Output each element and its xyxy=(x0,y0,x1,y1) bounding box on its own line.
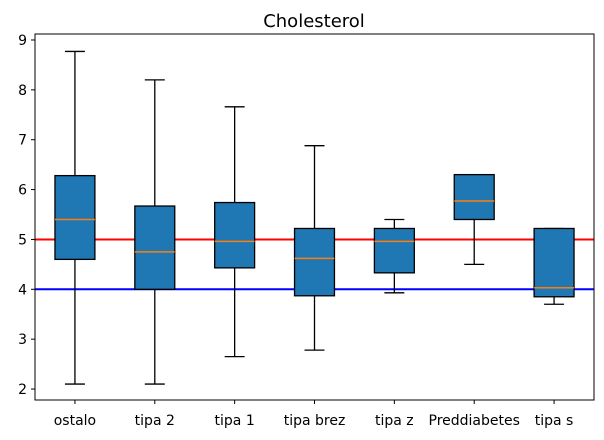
box-7 xyxy=(533,227,575,305)
box-body xyxy=(214,201,256,269)
x-axis: ostalo tipa 2 tipa 1 tipa brez tipa z Preddia… xyxy=(54,400,574,429)
y-tick-label: 8 xyxy=(18,83,27,99)
y-tick-label: 6 xyxy=(18,183,27,199)
box-body xyxy=(533,227,575,298)
box-2 xyxy=(134,79,176,385)
box-3 xyxy=(214,106,256,358)
y-tick-label: 2 xyxy=(18,382,27,398)
y-tick-label: 3 xyxy=(18,332,27,348)
x-tick-label: ostalo xyxy=(54,413,96,429)
y-tick-label: 9 xyxy=(18,33,27,49)
chart-title: Cholesterol xyxy=(263,11,365,32)
x-tick-label: tipa s xyxy=(535,413,574,429)
x-tick-label: tipa z xyxy=(375,413,414,429)
y-tick-label: 7 xyxy=(18,133,27,149)
box-body xyxy=(373,227,415,274)
y-tick-label: 5 xyxy=(18,232,27,248)
box-4 xyxy=(293,145,336,351)
box-body xyxy=(134,205,176,290)
y-tick-label: 4 xyxy=(18,282,27,298)
box-body xyxy=(453,173,495,221)
y-axis: 2 3 4 5 6 7 8 9 xyxy=(18,33,35,398)
x-tick-label: Preddiabetes xyxy=(429,413,520,429)
box-body xyxy=(54,174,96,261)
x-tick-label: tipa 2 xyxy=(135,413,175,429)
x-tick-label: tipa 1 xyxy=(215,413,255,429)
box-series xyxy=(54,50,575,385)
box-6 xyxy=(453,173,495,266)
box-5 xyxy=(373,218,415,294)
box-1 xyxy=(54,50,96,385)
x-tick-label: tipa brez xyxy=(284,413,346,429)
box-body xyxy=(293,227,336,297)
